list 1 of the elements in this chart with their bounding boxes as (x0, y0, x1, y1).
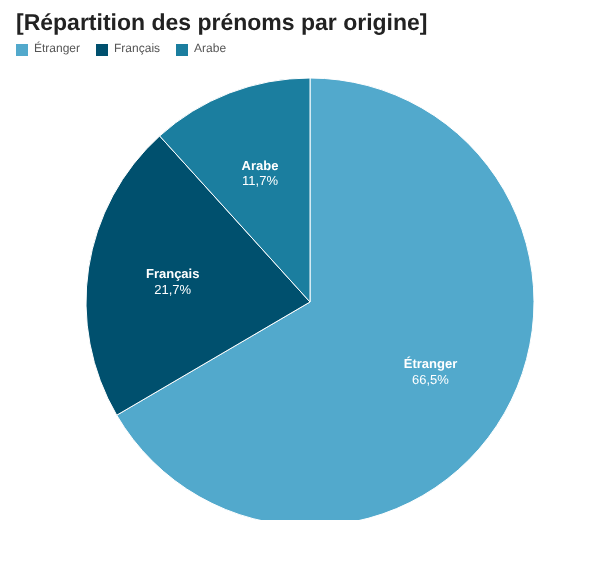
chart-title: [Répartition des prénoms par origine] (16, 12, 430, 36)
